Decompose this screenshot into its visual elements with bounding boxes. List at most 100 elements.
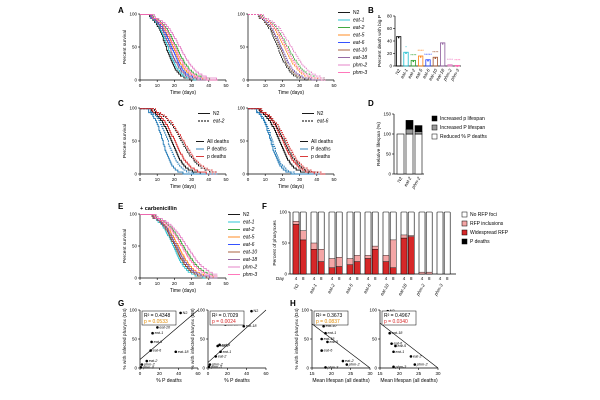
legend-label-eat-2: eat-2 [243, 227, 255, 233]
x-tick-label: 50 [331, 177, 337, 182]
point-eat-18 [388, 331, 391, 335]
point-phm-3 [139, 366, 143, 369]
y-tick-label: 100 [129, 106, 137, 111]
panel-f-y-label: Percent of pharynxes [272, 220, 278, 266]
x-tick-label: 15 [377, 371, 383, 376]
panel-g-left-y-label: % with infected pharynx (D4) [122, 308, 128, 370]
legend-label: All deaths [207, 139, 229, 145]
y-tick-label: 50 [132, 337, 138, 342]
survival-line-N2 All deaths [140, 108, 218, 175]
legend-swatch [431, 124, 438, 131]
day-tick-label: 4 [439, 276, 442, 281]
x-tick-label: 10 [155, 281, 161, 286]
bar-inclusions [354, 255, 361, 262]
bar-inclusions [408, 235, 415, 237]
panel-label-G: G [118, 299, 124, 308]
category-label: phm-2 [410, 176, 421, 191]
x-tick-label: 0 [247, 83, 250, 88]
bar-inclusions [292, 221, 300, 225]
point-label: phm-2 [143, 363, 156, 367]
legend-label-N2: N2 [353, 10, 360, 16]
y-tick-label: 0 [306, 366, 309, 371]
x-tick-label: 30 [435, 371, 441, 376]
legend-label-eat-18: eat-18 [353, 55, 367, 61]
significance-stars: **** [447, 57, 454, 62]
r-squared: R² = 0.4967 [384, 313, 410, 319]
legend-swatch [431, 115, 438, 122]
x-tick-label: 30 [297, 177, 303, 182]
panel-label-H: H [290, 299, 296, 308]
legend-swatch [461, 211, 468, 218]
point-label: eat-2 [149, 359, 159, 363]
bar-eat-6 [425, 59, 431, 67]
bar-point [441, 43, 444, 45]
panel-b-y-label: Percent death with big P [377, 15, 383, 67]
category-label: phm-3 [449, 68, 460, 83]
y-tick-label: 50 [372, 337, 378, 342]
point-label: eat-1 [396, 350, 405, 354]
x-tick-label: 20 [157, 371, 163, 376]
x-tick-label: 20 [172, 281, 178, 286]
bar-increased-p-phm-2 [414, 125, 423, 132]
point-label: eat-6 [394, 342, 404, 346]
x-tick-label: 10 [155, 177, 161, 182]
legend-label: RFP inclusions [470, 221, 504, 227]
x-tick-label: 50 [331, 83, 337, 88]
x-tick-label: 20 [329, 371, 335, 376]
bar-increased-P-phm-2 [414, 131, 423, 135]
x-tick-label: 0 [139, 281, 142, 286]
significance-stars: **** [410, 52, 417, 57]
bar-point [397, 36, 400, 39]
x-tick-label: 0 [139, 177, 142, 182]
y-tick-label: 0 [134, 78, 137, 83]
bar-widespread [390, 267, 397, 275]
panel-label-D: D [368, 99, 374, 108]
y-tick-label: 0 [134, 366, 137, 371]
bar-widespread [382, 261, 390, 275]
x-tick-label: 30 [297, 83, 303, 88]
point-eat-10 [156, 326, 159, 329]
point-label: phm-2 [211, 363, 224, 367]
x-tick-label: 25 [416, 371, 422, 376]
day-tick-label: 8 [320, 276, 323, 281]
point-label: phm-3 [210, 365, 223, 369]
point-label: eat-1 [155, 331, 164, 335]
bar-widespread [408, 236, 415, 275]
x-tick-label: 30 [189, 281, 195, 286]
point-eat-18 [242, 324, 246, 328]
survival-line-phm-3 [248, 14, 326, 81]
panel-e-y-label: Percent survival [122, 229, 128, 263]
day-tick-label: 8 [374, 276, 377, 281]
category-label: eat-2 [407, 68, 417, 80]
panel-g-left-x-label: % P deaths [156, 378, 182, 384]
x-tick-label: 40 [244, 371, 250, 376]
legend-label-eat-2: eat-2 [353, 25, 365, 31]
x-tick-label: 40 [314, 83, 320, 88]
x-tick-label: 0 [207, 371, 210, 376]
x-tick-label: 50 [223, 281, 229, 286]
p-value: p = 0.0024 [212, 319, 236, 325]
survival-line-phm-2 [248, 14, 326, 79]
x-tick-label: 40 [206, 83, 212, 88]
point-label: eat-2 [413, 354, 423, 358]
x-tick-label: 40 [176, 371, 182, 376]
bar-reduced-phm-2 [414, 133, 423, 175]
bar-inclusions [372, 245, 379, 250]
x-tick-label: 30 [189, 83, 195, 88]
y-tick-label: 50 [386, 152, 392, 157]
bar-eat-5 [418, 55, 424, 67]
x-tick-label: 30 [367, 371, 373, 376]
point-phm-3 [324, 366, 327, 369]
panel-a-left-y-label: Percent survival [122, 30, 128, 64]
category-label: eat-18 [397, 283, 408, 297]
panel-c-right-x-label: Time (days) [278, 184, 305, 190]
panel-e-x-label: Time (days) [170, 288, 197, 294]
bar-inclusions [364, 255, 372, 259]
y-tick-label: 80 [387, 14, 393, 19]
panel-label-C: C [118, 99, 124, 108]
y-tick-label: 20 [387, 51, 393, 56]
legend-label: All deaths [311, 139, 333, 145]
category-label: N2 [394, 68, 401, 76]
y-tick-label: 50 [132, 139, 138, 144]
survival-line-eat-10 [248, 14, 326, 81]
